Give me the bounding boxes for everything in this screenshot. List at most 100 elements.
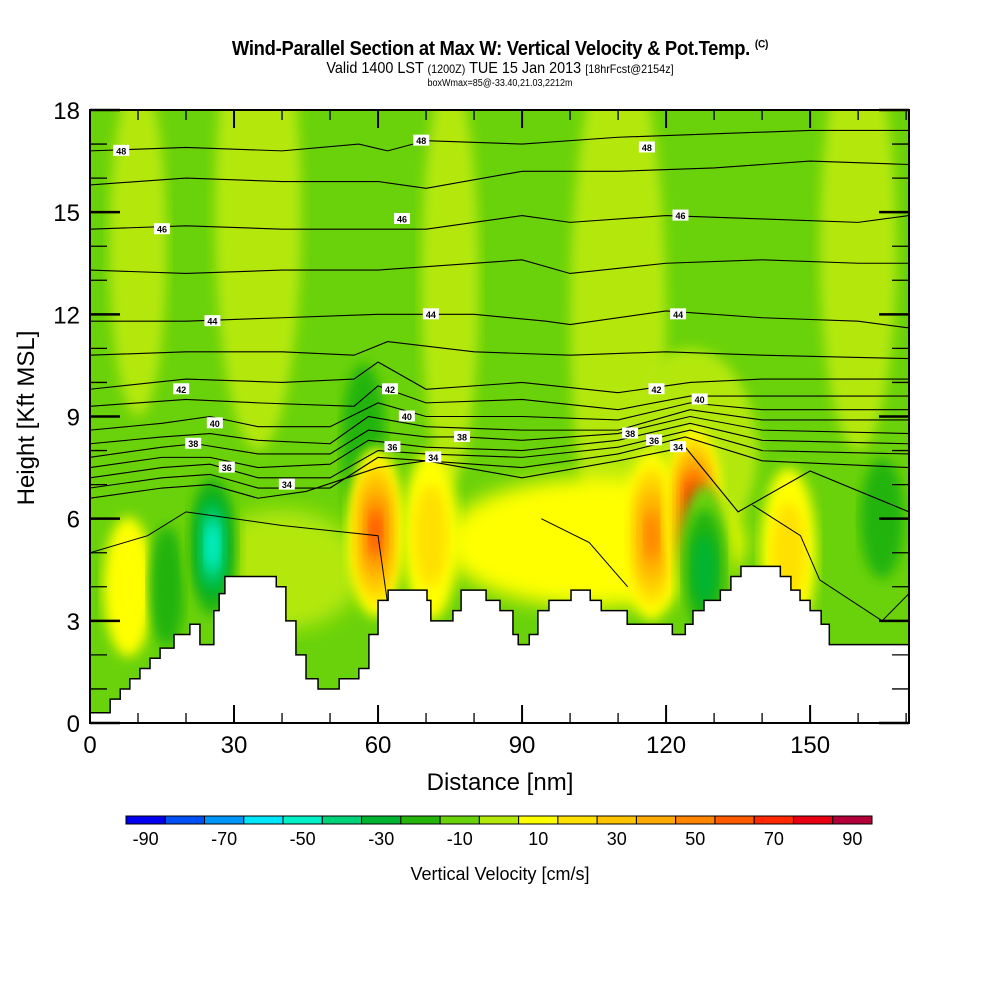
w-feature: [414, 484, 448, 587]
w-feature: [644, 512, 660, 559]
theta-contour-line: [90, 341, 909, 360]
field-band: [103, 516, 154, 657]
theta-contour-line: [90, 160, 909, 189]
field-band: [109, 110, 167, 417]
contour-label-text: 36: [222, 463, 232, 473]
theta-contour-line: [90, 511, 389, 604]
colorbar-swatch: [635, 815, 677, 825]
box-info: boxWmax=85@-33.40,21.03,2212m: [427, 78, 573, 89]
colorbar-swatch: [125, 815, 166, 825]
chart-subtitle: Valid 1400 LST (1200Z) TUE 15 Jan 2013 […: [50, 60, 950, 78]
colorbar-tick-label: -50: [290, 829, 316, 849]
contour-label-text: 38: [188, 439, 198, 449]
colorbar-swatch: [282, 815, 323, 825]
contour-label: 42: [173, 383, 190, 395]
field-band: [819, 110, 897, 451]
colorbar-tick-label: 50: [685, 829, 705, 849]
colorbar-label: Vertical Velocity [cm/s]: [410, 864, 589, 884]
colorbar-swatch: [675, 815, 716, 825]
contour-label-bg: [648, 383, 665, 395]
x-tick-label: 0: [83, 732, 96, 759]
colorbar-tick-label: 90: [842, 829, 862, 849]
theta-contour-line: [90, 385, 909, 411]
contour-label-text: 36: [387, 443, 397, 453]
theta-contour-line: [90, 361, 909, 394]
contour-label: 38: [454, 430, 471, 442]
theta-contour-line: [90, 310, 909, 329]
colorbar-swatch: [753, 815, 794, 825]
contour-label-bg: [670, 441, 687, 453]
contour-label-bg: [622, 427, 639, 439]
theta-contour-line: [90, 259, 909, 275]
contour-label-text: 34: [428, 453, 438, 463]
contour-label: 48: [413, 134, 430, 146]
field-band: [148, 526, 185, 647]
contour-label-text: 46: [397, 214, 407, 224]
contour-label-text: 34: [673, 443, 683, 453]
contour-label-bg: [672, 209, 689, 221]
contour-label-text: 44: [426, 310, 436, 320]
contour-label-bg: [384, 441, 401, 453]
contour-label: 46: [672, 209, 689, 221]
contour-label-text: 48: [642, 143, 652, 153]
copyright-mark: (C): [754, 38, 769, 51]
theta-contour-line: [90, 215, 909, 230]
contour-label-text: 44: [207, 317, 217, 327]
contour-label-text: 48: [116, 146, 126, 156]
colorbar-swatch: [557, 815, 598, 825]
y-axis-label: Height [Kft MSL]: [13, 331, 40, 506]
contour-label-text: 42: [651, 385, 661, 395]
colorbar-tick-label: -10: [447, 829, 473, 849]
contour-label: 40: [691, 393, 708, 405]
contour-label-bg: [382, 383, 399, 395]
contour-label-bg: [173, 383, 190, 395]
colorbar-swatch: [832, 815, 873, 825]
colorbar-swatch: [164, 815, 206, 825]
colorbar-swatch: [596, 815, 637, 825]
contour-label-bg: [422, 308, 439, 320]
contour-label-text: 42: [385, 385, 395, 395]
contour-label: 48: [113, 144, 130, 156]
contour-label-bg: [113, 144, 130, 156]
terrain: [89, 565, 910, 724]
contour-label-bg: [154, 223, 171, 235]
contour-label-bg: [206, 417, 223, 429]
contour-label-text: 38: [625, 429, 635, 439]
colorbar-swatch: [792, 815, 834, 825]
colorbar-swatch: [361, 815, 402, 825]
x-tick-label: 120: [646, 732, 686, 759]
contour-label-bg: [218, 461, 235, 473]
colorbar-swatch: [204, 815, 245, 825]
contour-label: 36: [384, 441, 401, 453]
w-feature: [204, 522, 221, 570]
x-tick-label: 60: [365, 732, 392, 759]
colorbar-tick-label: -30: [368, 829, 394, 849]
contour-label-text: 40: [210, 419, 220, 429]
theta-contour-line: [90, 409, 909, 445]
contour-label: 38: [622, 427, 639, 439]
contour-labels: 48 48 48 46 46 46 44 44 44 42 42 42 40 40 40 38 38 38 36 36…: [113, 134, 708, 490]
x-axis-label: Distance [nm]: [427, 769, 574, 796]
contour-label: 34: [278, 478, 295, 490]
contour-label: 46: [394, 212, 411, 224]
x-tick-label: 30: [221, 732, 248, 759]
contour-label-bg: [638, 141, 655, 153]
contour-label-text: 34: [282, 480, 292, 490]
contour-label-text: 46: [157, 225, 167, 235]
colorbar-swatch: [478, 815, 520, 825]
y-tick-label: 3: [67, 609, 80, 636]
contour-label-bg: [425, 451, 442, 463]
colorbar-tick-label: 10: [528, 829, 548, 849]
theta-contour-line: [90, 429, 909, 479]
theta-contour-line: [541, 518, 629, 588]
contour-label-text: 36: [649, 436, 659, 446]
contour-label-bg: [646, 434, 663, 446]
colorbar-swatch: [243, 815, 284, 825]
colorbar-tick-label: -70: [211, 829, 237, 849]
contour-label-bg: [278, 478, 295, 490]
y-tick-label: 15: [53, 200, 80, 227]
colorbar-swatch: [400, 815, 441, 825]
contour-label: 44: [422, 308, 439, 320]
contour-label: 34: [670, 441, 687, 453]
